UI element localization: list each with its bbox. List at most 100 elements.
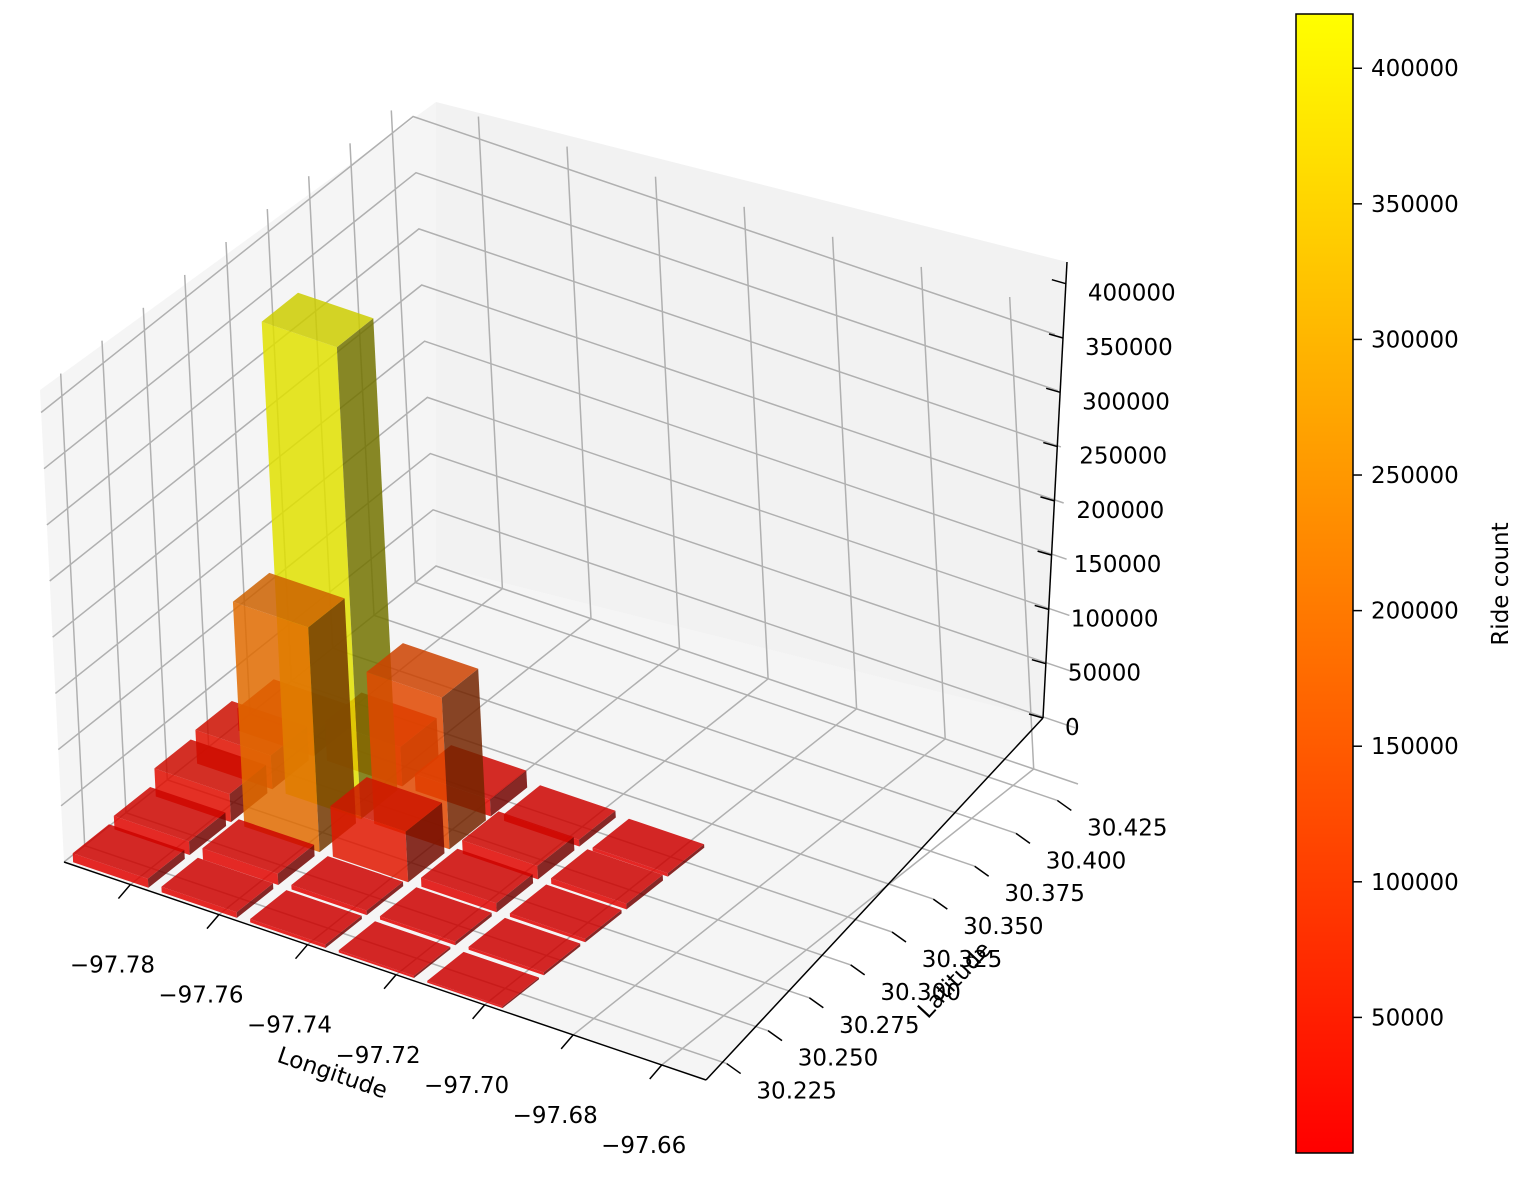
x-tick	[294, 944, 309, 960]
bar-top-face	[72, 824, 185, 879]
bar	[161, 857, 274, 918]
bar-top-face	[421, 848, 533, 904]
bar-front-face	[232, 601, 320, 853]
bar-right-face	[626, 874, 663, 910]
bar-front-face	[72, 853, 149, 888]
bar-right-face	[147, 849, 185, 888]
z-tick	[1031, 658, 1047, 665]
bar-front-face	[592, 847, 668, 877]
x-tick-label: −97.68	[513, 1103, 598, 1129]
y-tick	[808, 997, 824, 1009]
x-axis-ticks: −97.78−97.76−97.74−97.72−97.70−97.68−97.…	[70, 884, 686, 1159]
bar-front-face	[330, 806, 409, 883]
bar-front-face	[338, 950, 414, 978]
y-axis-line	[705, 717, 1044, 1081]
z-tick-label: 200000	[1076, 498, 1164, 524]
colorbar-tick-label: 250000	[1371, 463, 1459, 489]
grid-line-z	[40, 115, 1056, 414]
bar-top-face	[161, 857, 273, 913]
bar	[421, 848, 534, 913]
grid-line-z	[43, 171, 1059, 470]
colorbar-tick-label: 350000	[1371, 192, 1459, 218]
z-tick-label: 250000	[1079, 444, 1167, 470]
bar-front-face	[113, 815, 190, 855]
y-tick-label: 30.275	[839, 1013, 919, 1039]
y-tick	[767, 1030, 783, 1042]
bar-right-face	[441, 668, 486, 850]
grid-line-z	[60, 508, 1076, 807]
x-tick	[206, 914, 220, 930]
colorbar-tick-label: 150000	[1371, 734, 1459, 760]
colorbar-gradient	[1295, 13, 1354, 1154]
bar	[462, 811, 575, 880]
bar	[202, 819, 315, 885]
y-tick	[1056, 799, 1072, 812]
y-tick	[891, 931, 907, 943]
y-tick	[850, 964, 866, 976]
bar-right-face	[325, 915, 362, 948]
x-tick-label: −97.74	[247, 1013, 332, 1039]
colorbar-tick-label: 400000	[1371, 56, 1459, 82]
bar-top-face	[427, 951, 539, 1007]
z-tick	[1048, 333, 1064, 339]
y-axis-ticks: 30.225 30.250 30.275 30.300 30.325 30.350 30.3…	[726, 799, 1168, 1105]
y-tick	[726, 1062, 742, 1075]
bar	[379, 887, 492, 946]
z-tick	[1028, 713, 1044, 719]
z-tick	[1040, 496, 1055, 502]
z-tick	[1034, 604, 1049, 611]
bar-top-face	[366, 643, 479, 698]
colorbar: 50000 100000 150000 200000 250000 300000 35000…	[1295, 13, 1514, 1154]
bar	[592, 818, 705, 877]
bar-right-face	[413, 946, 451, 978]
bar-top-face	[202, 819, 315, 874]
y-tick-label: 30.250	[798, 1046, 878, 1072]
bar-front-face	[250, 919, 326, 948]
z-tick-label: 300000	[1082, 389, 1170, 415]
x-tick-label: −97.70	[424, 1073, 509, 1099]
bar-front-face	[468, 946, 544, 976]
x-tick-label: −97.66	[601, 1133, 686, 1159]
y-tick-label: 30.300	[880, 980, 960, 1006]
bar-front-face	[291, 885, 367, 916]
bar	[338, 921, 451, 978]
bar-top-face	[379, 887, 492, 942]
bar-right-face	[308, 598, 356, 853]
z-tick-label: 100000	[1071, 606, 1159, 632]
z-tick	[1051, 278, 1067, 285]
y-tick	[932, 898, 948, 910]
bar-front-face	[462, 840, 538, 880]
x-tick-label: −97.72	[336, 1043, 421, 1069]
bar-top-face	[330, 777, 442, 832]
x-tick	[117, 884, 131, 900]
y-tick	[974, 865, 990, 877]
bar	[291, 856, 404, 916]
z-tick-label: 400000	[1088, 281, 1176, 307]
bar-top-face	[509, 884, 622, 939]
y-tick-label: 30.425	[1087, 815, 1167, 841]
bar-front-face	[202, 848, 279, 885]
bar-top-face	[592, 818, 705, 874]
bar-top-face	[232, 572, 345, 628]
y-tick-label: 30.225	[756, 1079, 836, 1105]
x-tick	[560, 1034, 574, 1050]
bar-right-face	[496, 874, 534, 913]
axes-panes	[40, 102, 1067, 1080]
bar-right-face	[366, 881, 404, 916]
grid-line-z	[49, 284, 1064, 582]
bar-right-face	[236, 883, 274, 918]
bar-right-face	[667, 844, 705, 877]
x-tick-label: −97.78	[70, 953, 155, 979]
bar-top-face	[462, 811, 574, 866]
colorbar-tick-label: 300000	[1371, 327, 1459, 353]
bar-right-face	[502, 977, 539, 1009]
bar	[232, 572, 356, 853]
bar-top-face	[154, 739, 266, 794]
colorbar-label: Ride count	[1488, 522, 1514, 645]
bar-right-face	[189, 812, 227, 855]
bar	[468, 917, 581, 976]
x-tick	[472, 1004, 486, 1020]
bar-front-face	[161, 886, 237, 918]
z-tick-label: 50000	[1068, 661, 1141, 687]
bar-top-face	[291, 856, 403, 911]
